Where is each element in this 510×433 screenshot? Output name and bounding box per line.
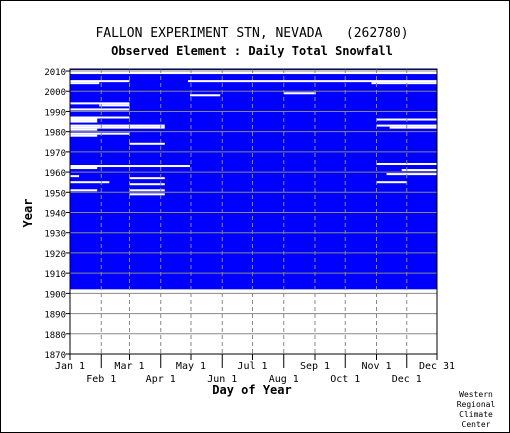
credit-line-1: Western	[459, 390, 493, 399]
data-coverage-block	[70, 69, 437, 290]
missing-data-segment	[70, 102, 130, 105]
missing-data-segment	[376, 181, 407, 184]
credit-line-4: Center	[462, 420, 491, 429]
missing-data-segment	[283, 92, 317, 95]
y-tick-label: 1890	[44, 311, 66, 321]
missing-data-segment	[386, 173, 437, 176]
x-tick-label: Jul 1	[237, 361, 267, 372]
wrcc-credit: Western Regional Climate Center	[457, 390, 496, 429]
plot-area: 1870 1880 1890 1900 1910 1920 1930 1940 1950 1960…	[44, 68, 455, 385]
missing-data-segment	[70, 126, 165, 129]
missing-data-segment	[70, 167, 98, 170]
missing-data-segment	[70, 175, 80, 178]
missing-data-segment	[70, 118, 98, 121]
x-tick-label: Dec 1	[392, 374, 422, 385]
missing-data-segment	[189, 94, 221, 97]
missing-data-segment	[129, 189, 165, 192]
missing-data-segment	[70, 108, 130, 111]
y-tick-label: 2000	[44, 88, 66, 98]
missing-data-segment	[129, 177, 165, 180]
credit-line-3: Climate	[459, 410, 493, 419]
missing-data-segment	[99, 104, 130, 107]
y-tick-label: 1880	[44, 331, 66, 341]
missing-data-segment	[70, 72, 437, 75]
missing-data-segment	[70, 165, 190, 168]
chart-title: FALLON EXPERIMENT STN, NEVADA (262780)	[95, 26, 408, 41]
y-tick-label: 1980	[44, 129, 66, 139]
x-tick-label: Oct 1	[330, 374, 360, 385]
x-tick-label: Jun 1	[207, 374, 237, 385]
missing-data-segment	[70, 189, 98, 192]
missing-data-segment	[129, 142, 165, 145]
y-tick-label: 2010	[44, 68, 66, 78]
x-tick-label: May 1	[176, 361, 206, 372]
plot-border	[69, 68, 438, 355]
y-tick-label: 1990	[44, 108, 66, 118]
y-tick-label: 1950	[44, 189, 66, 199]
missing-data-segment	[70, 80, 130, 83]
missing-data-segment	[70, 181, 110, 184]
y-tick-label: 1930	[44, 230, 66, 240]
y-tick-label: 1940	[44, 210, 66, 220]
missing-data-segment	[70, 128, 98, 131]
chart-subtitle: Observed Element : Daily Total Snowfall	[111, 44, 393, 58]
y-axis-label: Year	[21, 199, 35, 228]
y-tick-label: 1970	[44, 149, 66, 159]
missing-data-segment	[70, 120, 98, 123]
missing-data-segment	[389, 126, 437, 129]
y-tick-label: 1900	[44, 290, 66, 300]
missing-data-segment	[129, 193, 165, 196]
x-tick-label: Nov 1	[361, 361, 391, 372]
missing-data-segment	[70, 116, 130, 119]
y-tick-label: 1910	[44, 270, 66, 280]
y-tick-label: 1920	[44, 250, 66, 260]
x-tick-label: Dec 31	[419, 361, 455, 372]
x-tick-label: Aug 1	[269, 374, 299, 385]
missing-data-segment	[70, 82, 100, 85]
missing-data-segment	[70, 124, 165, 127]
x-axis-label: Day of Year	[212, 383, 291, 397]
missing-data-segment	[70, 132, 130, 135]
x-tick-label: Feb 1	[86, 374, 116, 385]
y-tick-label: 1870	[44, 351, 66, 361]
x-tick-label: Mar 1	[114, 361, 144, 372]
x-tick-label: Apr 1	[146, 374, 176, 385]
y-tick-label: 1960	[44, 169, 66, 179]
credit-line-2: Regional	[457, 400, 496, 409]
missing-data-segment	[371, 82, 437, 85]
missing-data-segment	[70, 134, 98, 137]
missing-data-segment	[401, 169, 437, 172]
x-tick-label: Jan 1	[55, 361, 85, 372]
missing-data-segment	[129, 183, 165, 186]
x-tick-label: Sep 1	[300, 361, 330, 372]
missing-data-segment	[187, 80, 437, 83]
